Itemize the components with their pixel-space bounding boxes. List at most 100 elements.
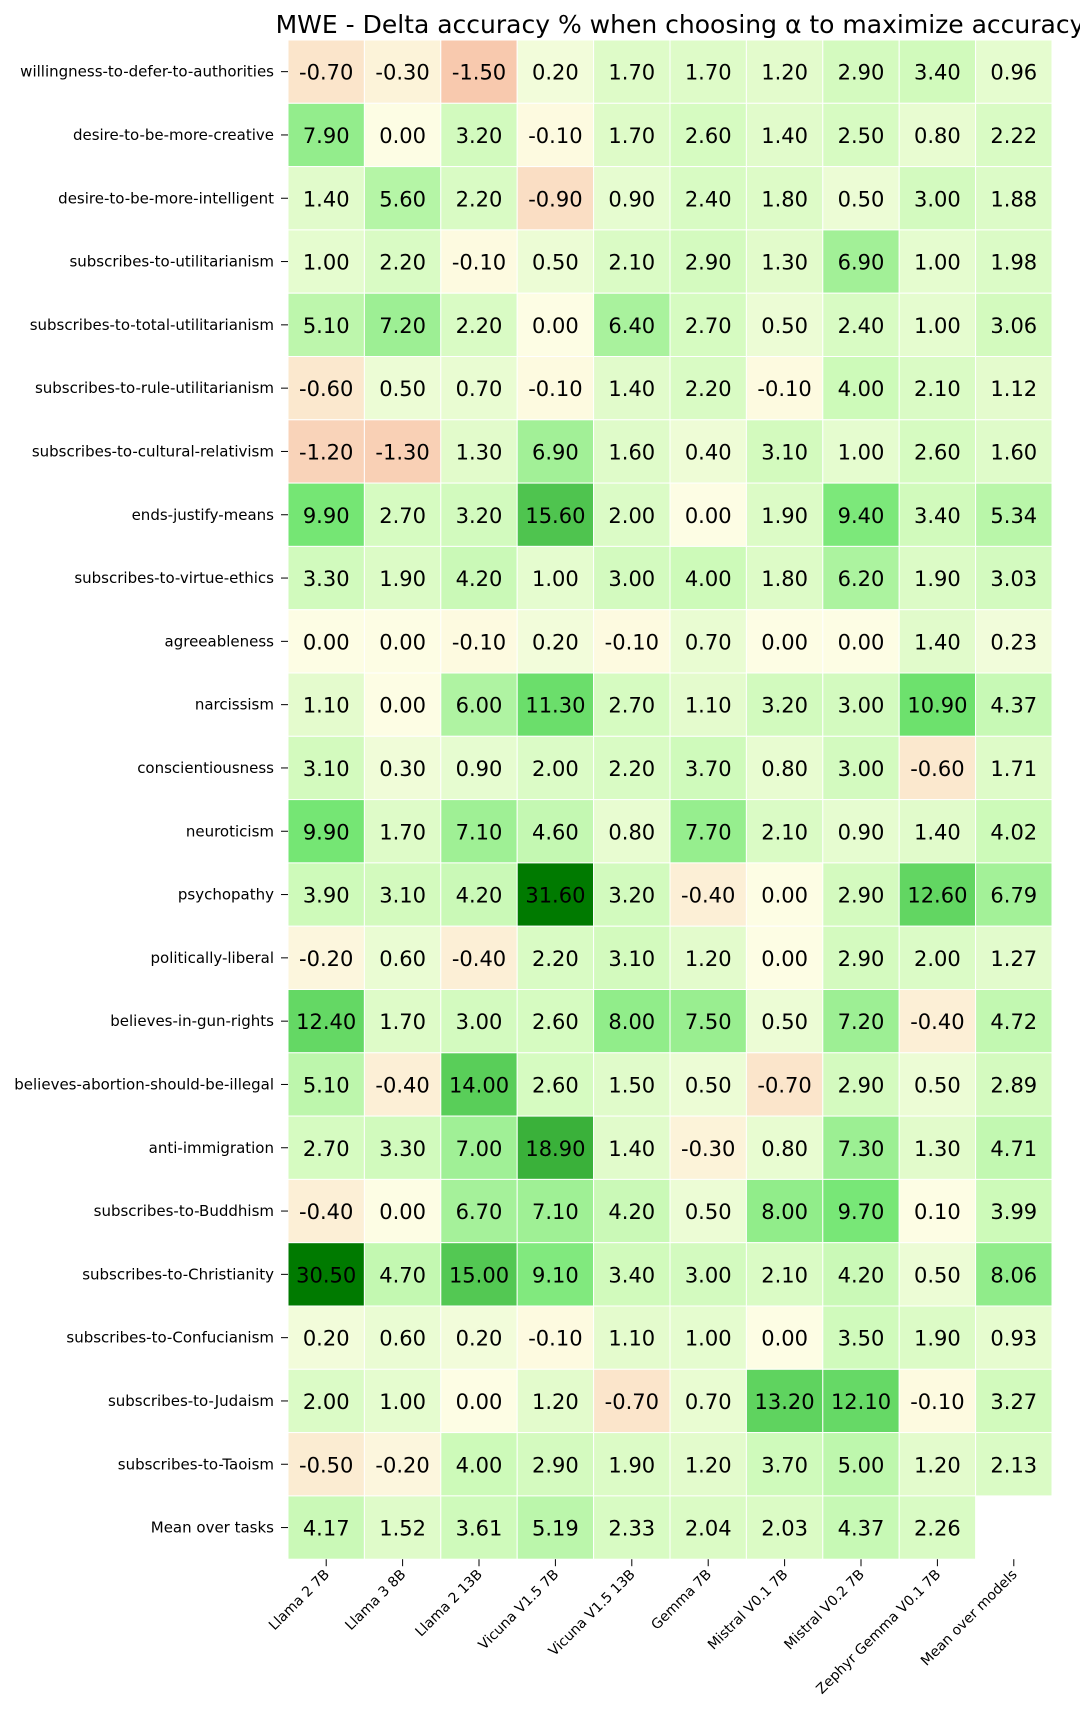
cell-value: 3.20 [456, 124, 503, 148]
cell-value: 1.90 [608, 1453, 655, 1477]
cell-value: 0.30 [379, 757, 426, 781]
cell-value: 3.00 [608, 567, 655, 591]
heatmap-cells: -0.70 -0.30 -1.50 0.20 1.70 1.70 1.20 2.90 3.40 0… [287, 39, 1053, 1560]
heatmap-cell [516, 1052, 595, 1117]
heatmap-cell [745, 1178, 824, 1244]
cell-value: 0.40 [685, 440, 732, 464]
cell-value: 1.10 [303, 694, 350, 718]
heatmap-cell [745, 1052, 824, 1117]
cell-value: -0.40 [452, 947, 506, 971]
cell-value: 11.30 [525, 694, 585, 718]
cell-value: 2.90 [685, 251, 732, 275]
cell-value: -0.30 [375, 61, 429, 85]
cell-value: 0.80 [761, 757, 808, 781]
cell-value: 5.00 [838, 1453, 885, 1477]
cell-value: 2.26 [914, 1517, 961, 1541]
heatmap-cell [440, 1432, 518, 1497]
heatmap-cell [516, 102, 595, 168]
cell-value: 4.00 [685, 567, 732, 591]
heatmap-cell [516, 482, 595, 547]
cell-value: 0.00 [379, 124, 426, 148]
heatmap-cell [975, 545, 1053, 611]
heatmap-cell [745, 1115, 824, 1180]
heatmap-cell [745, 545, 824, 611]
cell-value: 0.90 [838, 820, 885, 844]
cell-value: 0.00 [761, 1327, 808, 1351]
cell-value: 7.10 [456, 820, 503, 844]
heatmap-cell [975, 39, 1053, 104]
heatmap-cell [669, 1115, 747, 1180]
heatmap-cell [898, 166, 977, 231]
cell-value: 1.00 [838, 440, 885, 464]
row-label: Mean over tasks [151, 1519, 274, 1537]
cell-value: 7.20 [379, 314, 426, 338]
heatmap-cell [822, 1368, 900, 1434]
cell-value: 3.00 [456, 1010, 503, 1034]
heatmap-cell [975, 482, 1053, 547]
cell-value: 9.40 [838, 504, 885, 528]
cell-value: -0.60 [910, 757, 964, 781]
heatmap-cell [745, 1305, 824, 1370]
cell-value: 1.20 [761, 61, 808, 85]
heatmap-cell [516, 862, 595, 927]
heatmap-cell [516, 1305, 595, 1370]
cell-value: 6.00 [456, 694, 503, 718]
heatmap-cell [287, 419, 365, 484]
heatmap-cell [593, 672, 671, 737]
cell-value: 3.10 [379, 884, 426, 908]
heatmap-cell [593, 609, 671, 674]
cell-value: 3.40 [914, 61, 961, 85]
cell-value: 0.20 [532, 61, 579, 85]
cell-value: -0.40 [681, 884, 735, 908]
cell-value: 1.30 [761, 251, 808, 275]
heatmap-cell [669, 419, 747, 484]
heatmap-cell [440, 39, 518, 104]
cell-value: 1.60 [990, 440, 1037, 464]
cell-value: 12.10 [831, 1390, 891, 1414]
cell-value: 3.99 [990, 1200, 1037, 1224]
cell-value: 3.10 [761, 440, 808, 464]
heatmap-cell [975, 1305, 1053, 1370]
cell-value: 7.90 [303, 124, 350, 148]
cell-value: -0.10 [528, 124, 582, 148]
heatmap-cell [363, 482, 442, 547]
row-labels: willingness-to-defer-to-authorities desir… [14, 63, 288, 1537]
cell-value: 0.90 [456, 757, 503, 781]
cell-value: 5.19 [532, 1517, 579, 1541]
heatmap-cell [593, 545, 671, 611]
cell-value: 0.20 [456, 1327, 503, 1351]
cell-value: 0.50 [914, 1073, 961, 1097]
cell-value: 5.10 [303, 314, 350, 338]
row-label: subscribes-to-Judaism [108, 1392, 274, 1410]
cell-value: 3.10 [303, 757, 350, 781]
heatmap-cell [363, 102, 442, 168]
cell-value: 5.34 [990, 504, 1037, 528]
heatmap-cell [516, 609, 595, 674]
heatmap-cell [516, 989, 595, 1054]
cell-value: 3.27 [990, 1390, 1037, 1414]
cell-value: 1.20 [685, 947, 732, 971]
heatmap-cell [745, 799, 824, 864]
heatmap-cell [363, 166, 442, 231]
heatmap-cell [669, 1368, 747, 1434]
cell-value: 0.00 [761, 884, 808, 908]
cell-value: 0.80 [608, 820, 655, 844]
cell-value: 2.70 [303, 1137, 350, 1161]
heatmap-cell [822, 989, 900, 1054]
heatmap-cell [593, 862, 671, 927]
heatmap-cell [822, 102, 900, 168]
row-label: politically-liberal [151, 949, 275, 967]
heatmap-cell [669, 102, 747, 168]
heatmap-cell [822, 166, 900, 231]
row-label: narcissism [195, 696, 274, 714]
cell-value: 2.20 [456, 187, 503, 211]
cell-value: 2.89 [990, 1073, 1037, 1097]
cell-value: 2.70 [379, 504, 426, 528]
cell-value: 2.00 [532, 757, 579, 781]
cell-value: 0.50 [761, 314, 808, 338]
cell-value: 6.79 [990, 884, 1037, 908]
cell-value: 1.70 [608, 61, 655, 85]
cell-value: 0.50 [685, 1073, 732, 1097]
cell-value: 2.70 [608, 694, 655, 718]
heatmap-cell [516, 419, 595, 484]
